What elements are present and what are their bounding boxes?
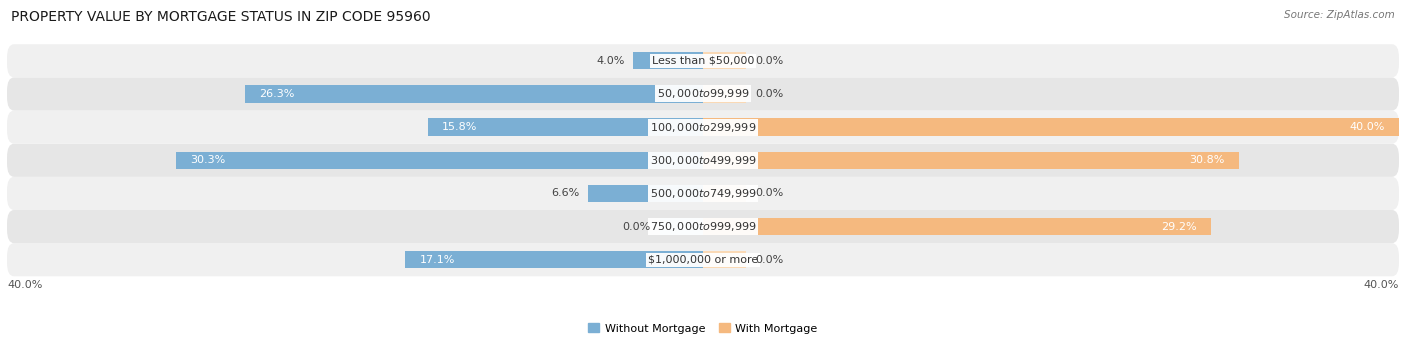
Text: 30.8%: 30.8%	[1189, 155, 1225, 165]
Text: $300,000 to $499,999: $300,000 to $499,999	[650, 154, 756, 167]
Text: PROPERTY VALUE BY MORTGAGE STATUS IN ZIP CODE 95960: PROPERTY VALUE BY MORTGAGE STATUS IN ZIP…	[11, 10, 430, 24]
Text: 29.2%: 29.2%	[1161, 222, 1197, 232]
Bar	[588, 185, 703, 202]
Bar	[246, 85, 703, 103]
Bar	[703, 119, 1399, 136]
Bar	[176, 152, 703, 169]
Text: Source: ZipAtlas.com: Source: ZipAtlas.com	[1284, 10, 1395, 20]
Bar	[588, 185, 703, 202]
Bar	[176, 152, 703, 169]
Text: Less than $50,000: Less than $50,000	[652, 56, 754, 66]
Bar	[703, 152, 1239, 169]
FancyBboxPatch shape	[7, 144, 1399, 177]
Text: 0.0%: 0.0%	[755, 89, 783, 99]
Bar	[703, 218, 1211, 235]
Text: 26.3%: 26.3%	[259, 89, 295, 99]
Text: 30.3%: 30.3%	[190, 155, 225, 165]
Bar	[427, 119, 703, 136]
FancyBboxPatch shape	[7, 44, 1399, 77]
FancyBboxPatch shape	[7, 177, 1399, 210]
FancyBboxPatch shape	[7, 243, 1399, 276]
Bar	[405, 251, 703, 268]
Bar	[703, 119, 1399, 136]
Text: 6.6%: 6.6%	[551, 189, 579, 198]
Text: $100,000 to $299,999: $100,000 to $299,999	[650, 121, 756, 134]
Text: 0.0%: 0.0%	[623, 222, 651, 232]
Bar	[703, 85, 747, 103]
Text: 40.0%: 40.0%	[7, 280, 42, 290]
Bar	[659, 218, 703, 235]
Bar	[633, 52, 703, 70]
Text: 40.0%: 40.0%	[1364, 280, 1399, 290]
FancyBboxPatch shape	[7, 110, 1399, 144]
Bar	[405, 251, 703, 268]
Text: 17.1%: 17.1%	[419, 255, 454, 265]
Legend: Without Mortgage, With Mortgage: Without Mortgage, With Mortgage	[588, 324, 818, 334]
Bar	[703, 185, 747, 202]
Bar	[633, 52, 703, 70]
Text: $500,000 to $749,999: $500,000 to $749,999	[650, 187, 756, 200]
FancyBboxPatch shape	[7, 77, 1399, 110]
Text: $750,000 to $999,999: $750,000 to $999,999	[650, 220, 756, 233]
Bar	[703, 52, 747, 70]
Text: 0.0%: 0.0%	[755, 56, 783, 66]
Text: 0.0%: 0.0%	[755, 255, 783, 265]
Text: $1,000,000 or more: $1,000,000 or more	[648, 255, 758, 265]
Bar	[703, 152, 1239, 169]
Bar	[427, 119, 703, 136]
Text: 4.0%: 4.0%	[596, 56, 624, 66]
FancyBboxPatch shape	[7, 210, 1399, 243]
Text: 0.0%: 0.0%	[755, 189, 783, 198]
Bar	[246, 85, 703, 103]
Bar	[703, 218, 1211, 235]
Text: $50,000 to $99,999: $50,000 to $99,999	[657, 87, 749, 101]
Text: 15.8%: 15.8%	[441, 122, 478, 132]
Text: 40.0%: 40.0%	[1350, 122, 1385, 132]
Bar	[703, 251, 747, 268]
